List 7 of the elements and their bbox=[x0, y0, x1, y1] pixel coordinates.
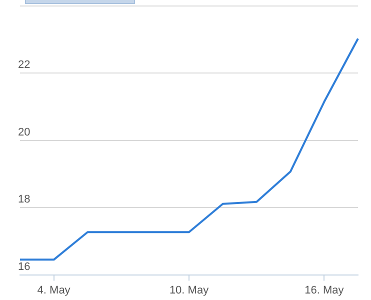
y-tick-label: 16 bbox=[18, 260, 30, 273]
y-tick-label: 22 bbox=[18, 59, 30, 72]
y-tick-label: 20 bbox=[18, 126, 30, 138]
x-tick-label: 10. May bbox=[169, 284, 210, 296]
x-tick-label: 4. May bbox=[37, 284, 71, 296]
x-tick-label: 16. May bbox=[304, 284, 344, 296]
y-tick-label: 18 bbox=[18, 194, 30, 206]
